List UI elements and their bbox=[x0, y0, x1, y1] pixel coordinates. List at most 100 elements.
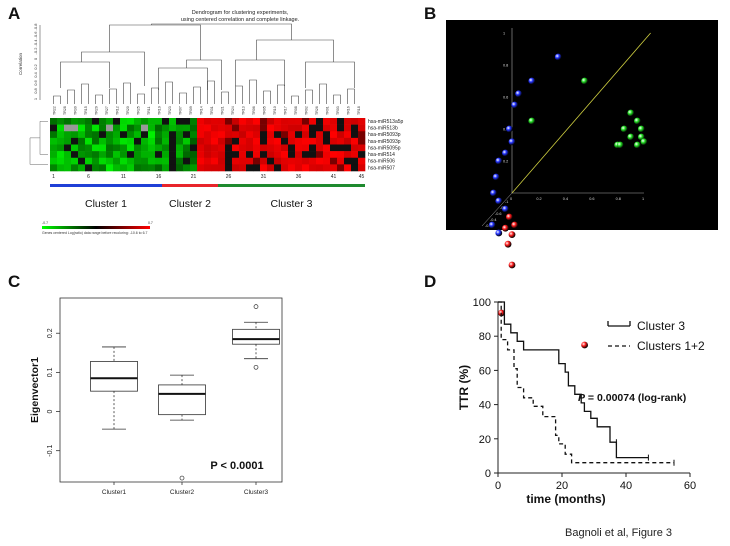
panel-d-x-tick-label: 0 bbox=[495, 480, 501, 492]
panel-d-label: D bbox=[424, 272, 437, 291]
heatmap-cell bbox=[288, 124, 296, 132]
panel-c-y-label: Eigenvector1 bbox=[29, 357, 41, 423]
scatter-point bbox=[634, 117, 641, 125]
heatmap-cell bbox=[190, 157, 198, 165]
figure-caption: Bagnoli et al, Figure 3 bbox=[565, 527, 673, 539]
panel-d-y-tick-label: 80 bbox=[479, 331, 491, 343]
heatmap-cell bbox=[183, 124, 191, 132]
panel-a-column-label: TR15 bbox=[84, 106, 88, 115]
heatmap-cell bbox=[225, 131, 233, 139]
heatmap-cell bbox=[169, 164, 177, 172]
panel-d-y-tick-label: 20 bbox=[479, 434, 491, 446]
heatmap-cell bbox=[316, 151, 324, 159]
heatmap-cell bbox=[330, 164, 338, 172]
heatmap-cell bbox=[183, 137, 191, 145]
scatter-point bbox=[616, 141, 624, 149]
heatmap-cell bbox=[71, 131, 79, 139]
heatmap-cell bbox=[141, 164, 149, 172]
panel-b-y-tick: 0.4 bbox=[503, 128, 508, 132]
panel-a-column-label: TR02 bbox=[304, 106, 308, 115]
panel-a-column-label: TR11 bbox=[147, 106, 151, 115]
heatmap-cell bbox=[64, 118, 72, 125]
heatmap-cell bbox=[197, 118, 205, 125]
heatmap-cell bbox=[253, 118, 261, 125]
color-scale-max: 0.7 bbox=[148, 221, 153, 225]
heatmap-cell bbox=[64, 151, 72, 159]
panel-b-x-tick: 0.4 bbox=[563, 197, 568, 201]
scatter-point bbox=[637, 125, 645, 133]
heatmap-cell bbox=[183, 151, 191, 159]
heatmap-cell bbox=[162, 144, 170, 152]
heatmap-cell bbox=[218, 144, 226, 152]
heatmap-cell bbox=[239, 144, 247, 152]
heatmap-cell bbox=[295, 137, 303, 145]
heatmap-cell bbox=[309, 151, 317, 159]
dendrogram-link bbox=[186, 59, 222, 90]
heatmap-cell bbox=[57, 118, 65, 125]
heatmap-cell bbox=[127, 151, 135, 159]
scatter-point bbox=[495, 157, 503, 165]
heatmap-cell bbox=[169, 157, 177, 165]
heatmap-cell bbox=[148, 124, 156, 132]
heatmap-cell bbox=[134, 164, 142, 172]
dendrogram-link bbox=[109, 24, 201, 60]
heatmap-cell bbox=[337, 157, 345, 165]
heatmap-cell bbox=[57, 124, 65, 132]
panel-b-z-axis bbox=[481, 192, 513, 227]
panel-b-x-tick: 1 bbox=[642, 197, 644, 201]
heatmap-cell bbox=[92, 144, 100, 152]
panel-a-x-tick: 45 bbox=[359, 174, 365, 180]
heatmap-cell bbox=[85, 164, 93, 172]
heatmap-cell bbox=[169, 131, 177, 139]
scatter-point bbox=[505, 125, 513, 133]
panel-d-y-tick-label: 40 bbox=[479, 400, 491, 412]
heatmap-cell bbox=[239, 164, 247, 172]
heatmap-cell bbox=[183, 157, 191, 165]
heatmap-cell bbox=[253, 164, 261, 172]
heatmap-cell bbox=[106, 144, 114, 152]
heatmap-cell bbox=[232, 157, 240, 165]
heatmap-cell bbox=[309, 118, 317, 125]
panel-d-y-tick-label: 60 bbox=[479, 365, 491, 377]
heatmap-cell bbox=[50, 157, 58, 165]
heatmap-cell bbox=[148, 157, 156, 165]
box-outlier bbox=[253, 304, 259, 309]
heatmap-cell bbox=[288, 164, 296, 172]
heatmap-cell bbox=[351, 118, 359, 125]
heatmap-cell bbox=[211, 157, 219, 165]
heatmap-cell bbox=[309, 124, 317, 132]
panel-a-y-tick: -0.6 bbox=[33, 31, 38, 39]
color-scale-label: Genes centered Log(ratio) data range bef… bbox=[42, 231, 148, 235]
heatmap-cell bbox=[162, 118, 170, 125]
panel-d-y-tick-label: 0 bbox=[485, 468, 491, 480]
heatmap-cell bbox=[106, 131, 114, 139]
heatmap-cell bbox=[120, 124, 128, 132]
heatmap-cell bbox=[155, 131, 163, 139]
heatmap-cell bbox=[330, 118, 338, 125]
panel-a-x-tick: 16 bbox=[156, 174, 162, 180]
heatmap-cell bbox=[267, 144, 275, 152]
panel-a: Dendrogram for clustering experiments,us… bbox=[18, 10, 404, 235]
heatmap-cell bbox=[120, 157, 128, 165]
heatmap-cell bbox=[288, 151, 296, 159]
panel-b-z-tick: -0.4 bbox=[490, 218, 497, 222]
panel-a-column-label: TR06 bbox=[252, 106, 256, 115]
heatmap-cell bbox=[351, 164, 359, 172]
heatmap-cell bbox=[267, 137, 275, 145]
panel-b-z-tick: -0.2 bbox=[485, 224, 492, 228]
heatmap-cell bbox=[106, 157, 114, 165]
heatmap-cell bbox=[92, 137, 100, 145]
heatmap-cell bbox=[148, 131, 156, 139]
heatmap-cell bbox=[57, 131, 65, 139]
scatter-point bbox=[620, 125, 628, 133]
panel-a-column-label: TR08 bbox=[294, 106, 298, 115]
heatmap-cell bbox=[246, 151, 254, 159]
heatmap-cell bbox=[134, 131, 142, 139]
heatmap-cell bbox=[260, 118, 268, 125]
heatmap-cell bbox=[218, 137, 226, 145]
scatter-point bbox=[581, 341, 588, 349]
heatmap-cell bbox=[141, 157, 149, 165]
heatmap-cell bbox=[323, 157, 331, 165]
heatmap-cell bbox=[204, 124, 212, 132]
heatmap-cell bbox=[190, 144, 198, 152]
